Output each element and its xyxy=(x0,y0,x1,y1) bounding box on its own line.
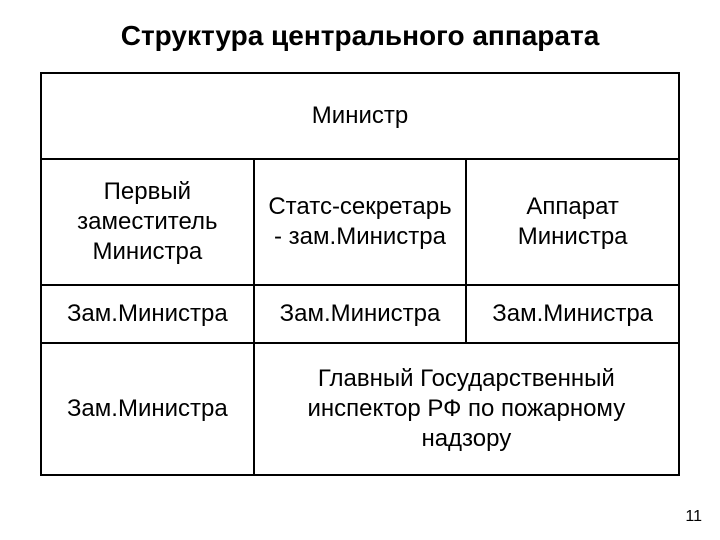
page-title: Структура центрального аппарата xyxy=(40,20,680,52)
cell-first-deputy: Первый заместитель Министра xyxy=(41,159,254,285)
cell-deputy-2: Зам.Министра xyxy=(254,285,467,343)
slide: Структура центрального аппарата Министр … xyxy=(0,0,720,540)
org-structure-table: Министр Первый заместитель Министра Стат… xyxy=(40,72,680,476)
cell-deputy-4: Зам.Министра xyxy=(41,343,254,475)
cell-deputy-1: Зам.Министра xyxy=(41,285,254,343)
cell-chief-inspector: Главный Государственный инспектор РФ по … xyxy=(254,343,679,475)
cell-minister: Министр xyxy=(41,73,679,159)
cell-state-secretary: Статс-секретарь - зам.Министра xyxy=(254,159,467,285)
cell-deputy-3: Зам.Министра xyxy=(466,285,679,343)
cell-apparatus: Аппарат Министра xyxy=(466,159,679,285)
page-number: 11 xyxy=(685,508,702,526)
